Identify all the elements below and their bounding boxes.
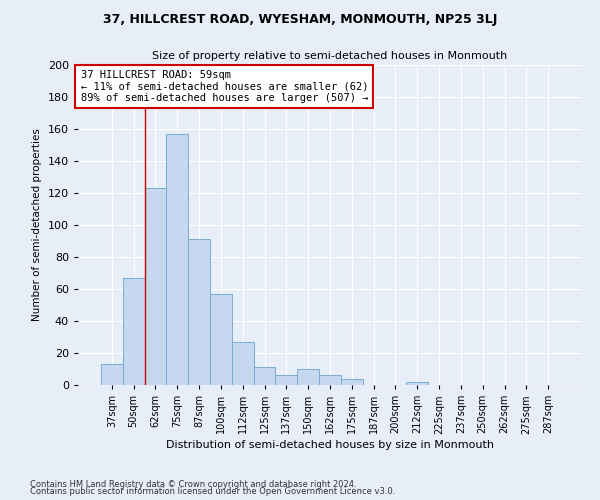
- Bar: [297, 369, 319, 385]
- Bar: [232, 342, 254, 385]
- Text: Contains public sector information licensed under the Open Government Licence v3: Contains public sector information licen…: [30, 487, 395, 496]
- Bar: [341, 378, 363, 385]
- Bar: [254, 368, 275, 385]
- Bar: [188, 240, 210, 385]
- Bar: [123, 278, 145, 385]
- Y-axis label: Number of semi-detached properties: Number of semi-detached properties: [32, 128, 42, 322]
- Text: 37, HILLCREST ROAD, WYESHAM, MONMOUTH, NP25 3LJ: 37, HILLCREST ROAD, WYESHAM, MONMOUTH, N…: [103, 12, 497, 26]
- Text: 37 HILLCREST ROAD: 59sqm
← 11% of semi-detached houses are smaller (62)
89% of s: 37 HILLCREST ROAD: 59sqm ← 11% of semi-d…: [80, 70, 368, 103]
- Bar: [166, 134, 188, 385]
- Bar: [101, 364, 123, 385]
- Bar: [319, 376, 341, 385]
- Bar: [275, 376, 297, 385]
- X-axis label: Distribution of semi-detached houses by size in Monmouth: Distribution of semi-detached houses by …: [166, 440, 494, 450]
- Bar: [406, 382, 428, 385]
- Bar: [145, 188, 166, 385]
- Bar: [210, 294, 232, 385]
- Text: Contains HM Land Registry data © Crown copyright and database right 2024.: Contains HM Land Registry data © Crown c…: [30, 480, 356, 489]
- Title: Size of property relative to semi-detached houses in Monmouth: Size of property relative to semi-detach…: [152, 52, 508, 62]
